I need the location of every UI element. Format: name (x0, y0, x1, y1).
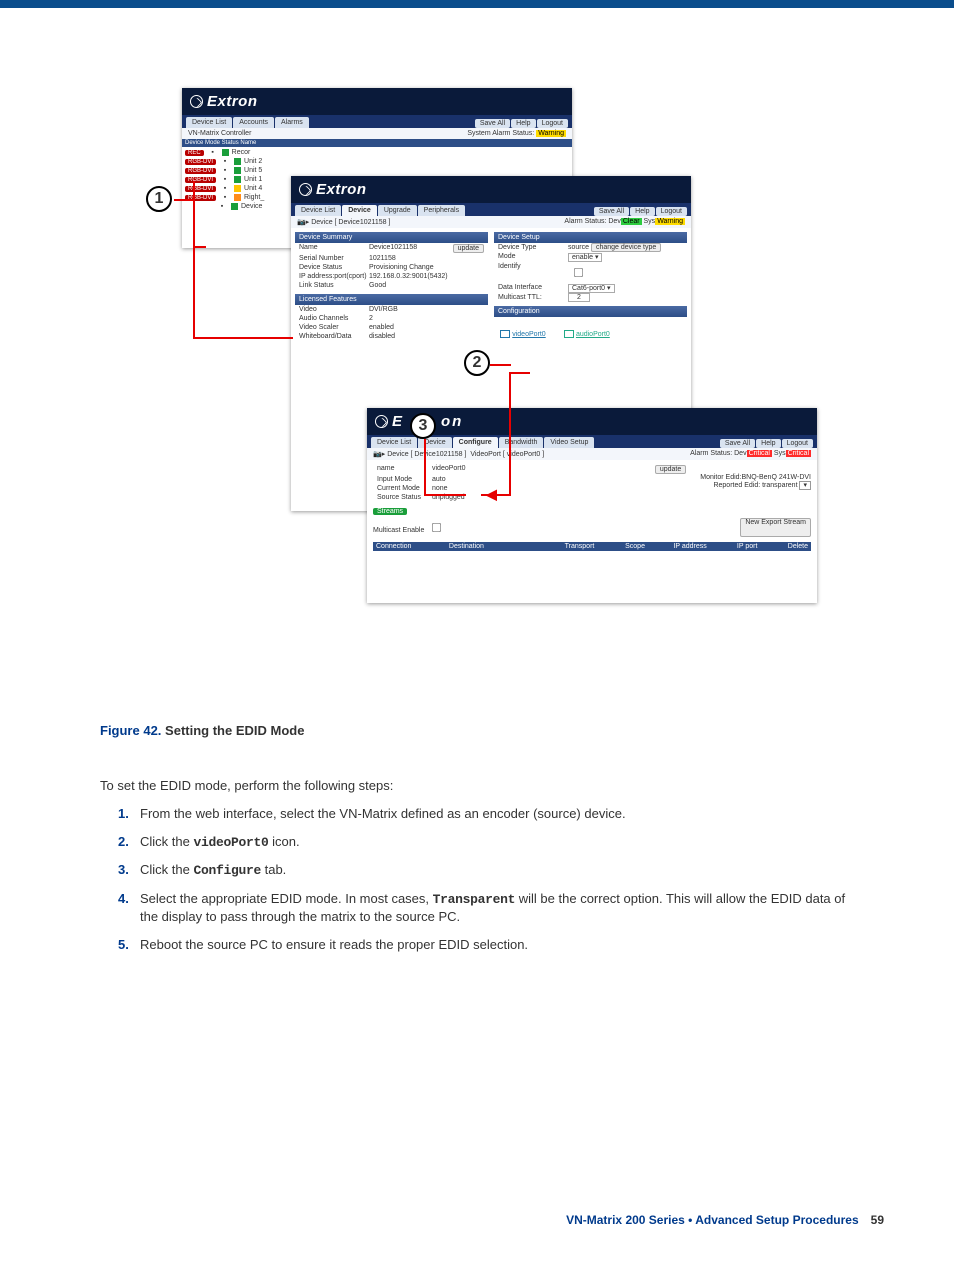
kv-row: Serial Number1021158 (295, 254, 488, 263)
figure-screenshots: Extron Device List Accounts Alarms Save … (142, 88, 842, 703)
config-row: namevideoPort0update (373, 464, 690, 475)
action-save-all[interactable]: Save All (475, 119, 510, 128)
win2-header: Extron (291, 176, 691, 203)
page-footer: VN-Matrix 200 Series • Advanced Setup Pr… (90, 1213, 894, 1227)
step: 4.Select the appropriate EDID mode. In m… (118, 890, 864, 926)
section-device-summary: Device Summary (295, 232, 488, 243)
breadcrumb-device: Device [ Device1021158 ] (387, 451, 466, 458)
tab-configure[interactable]: Configure (453, 437, 498, 448)
videoport-icon (500, 330, 510, 338)
tab-alarms[interactable]: Alarms (275, 117, 309, 128)
streams-pill: Streams (373, 508, 407, 515)
new-export-stream-button[interactable]: New Export Stream (740, 518, 811, 537)
kv-row: Video Scalerenabled (295, 323, 488, 332)
action-help[interactable]: Help (630, 207, 654, 216)
steps-list: 1.From the web interface, select the VN-… (118, 805, 864, 953)
section-configuration: Configuration (494, 306, 687, 317)
breadcrumb: Device [ Device1021158 ] (311, 219, 390, 226)
brand-text: Extron (207, 93, 258, 110)
device-table-header: Device Mode Status Name (182, 139, 572, 147)
config-row: Current Modenone (373, 484, 690, 493)
action-logout[interactable]: Logout (782, 439, 813, 448)
kv-row: VideoDVI/RGB (295, 305, 488, 314)
monitor-edid: Monitor Edid:BNQ-BenQ 241W-DVI (700, 474, 811, 481)
tab-bandwidth[interactable]: Bandwidth (499, 437, 544, 448)
page-body: Extron Device List Accounts Alarms Save … (0, 8, 954, 1267)
callout-1: 1 (146, 186, 172, 212)
audioport0-link[interactable]: audioPort0 (564, 329, 610, 338)
action-logout[interactable]: Logout (537, 119, 568, 128)
win1-subbar: VN-Matrix Controller System Alarm Status… (182, 128, 572, 139)
footer-page: 59 (871, 1213, 884, 1227)
videoport0-link[interactable]: videoPort0 (500, 329, 546, 338)
intro-text: To set the EDID mode, perform the follow… (100, 778, 894, 793)
brand-text: Extron (316, 181, 367, 198)
tab-device-list[interactable]: Device List (186, 117, 232, 128)
setup-row: Device Typesource change device type (494, 243, 687, 252)
tab-device-list[interactable]: Device List (371, 437, 417, 448)
tab-upgrade[interactable]: Upgrade (378, 205, 417, 216)
action-logout[interactable]: Logout (656, 207, 687, 216)
setup-row: Modeenable ▾ (494, 252, 687, 262)
step: 3.Click the Configure tab. (118, 861, 864, 880)
kv-row: Audio Channels2 (295, 314, 488, 323)
win3-subbar: 📷▸ Device [ Device1021158 ] VideoPort [ … (367, 448, 817, 460)
tab-video-setup[interactable]: Video Setup (544, 437, 594, 448)
win2-tabs: Device List Device Upgrade Peripherals S… (291, 203, 691, 216)
win1-tabs: Device List Accounts Alarms Save All Hel… (182, 115, 572, 128)
extron-logo-icon (190, 95, 203, 108)
extron-logo-icon (299, 183, 312, 196)
breadcrumb-videoport: VideoPort [ videoPort0 ] (470, 451, 544, 458)
footer-title: VN-Matrix 200 Series • Advanced Setup Pr… (566, 1213, 859, 1227)
pdf-top-accent (0, 0, 954, 8)
alarm-status-warning: Warning (536, 130, 566, 137)
alarm-status: Alarm Status: DevClear SysWarning (564, 218, 685, 226)
setup-row: Multicast TTL:2 (494, 293, 687, 302)
kv-row: Device StatusProvisioning Change (295, 263, 488, 272)
multicast-enable[interactable]: Multicast Enable (373, 518, 446, 537)
extron-logo-icon (375, 415, 388, 428)
step: 1.From the web interface, select the VN-… (118, 805, 864, 823)
setup-row: Data InterfaceCat6-port0 ▾ (494, 283, 687, 293)
action-save-all[interactable]: Save All (720, 439, 755, 448)
controller-title: VN-Matrix Controller (188, 130, 251, 137)
tab-device[interactable]: Device (342, 205, 377, 216)
device-row[interactable]: REC▪Recor (183, 148, 571, 157)
config-row: Source Statusunplugged (373, 493, 690, 502)
win3-tabs: Device List Device Configure Bandwidth V… (367, 435, 817, 448)
win1-header: Extron (182, 88, 572, 115)
reported-edid[interactable]: Reported Edid: transparent ▾ (700, 481, 811, 489)
section-licensed-features: Licensed Features (295, 294, 488, 305)
tab-accounts[interactable]: Accounts (233, 117, 274, 128)
red-arrow-icon: ◀ (486, 486, 497, 503)
tab-peripherals[interactable]: Peripherals (418, 205, 465, 216)
configure-window: E on Device List Device Configure Bandwi… (367, 408, 817, 603)
device-row[interactable]: RGB-DVI▪Unit 5 (183, 166, 571, 175)
alarm-status: Alarm Status: DevCritical SysCritical (690, 450, 811, 458)
kv-row: IP address:port(cport)192.168.0.32:9001(… (295, 272, 488, 281)
sys-alarm: System Alarm Status: Warning (467, 130, 566, 137)
tab-device-list[interactable]: Device List (295, 205, 341, 216)
step: 2.Click the videoPort0 icon. (118, 833, 864, 852)
action-help[interactable]: Help (511, 119, 535, 128)
kv-row: NameDevice1021158update (295, 243, 488, 254)
callout-2: 2 (464, 350, 490, 376)
step: 5.Reboot the source PC to ensure it read… (118, 936, 864, 954)
setup-row: Identify (494, 262, 687, 283)
device-row[interactable]: RGB-DVI▪Unit 2 (183, 157, 571, 166)
audioport-icon (564, 330, 574, 338)
callout-3: 3 (410, 413, 436, 439)
kv-row: Link StatusGood (295, 281, 488, 290)
action-save-all[interactable]: Save All (594, 207, 629, 216)
config-row: Input Modeauto (373, 475, 690, 484)
win2-subbar: 📷▸ Device [ Device1021158 ] Alarm Status… (291, 216, 691, 228)
section-device-setup: Device Setup (494, 232, 687, 243)
action-help[interactable]: Help (756, 439, 780, 448)
kv-row: Whiteboard/Datadisabled (295, 332, 488, 341)
stream-table-header: Connection Destination Transport Scope I… (373, 542, 811, 551)
figure-caption: Figure 42. Setting the EDID Mode (100, 723, 894, 738)
